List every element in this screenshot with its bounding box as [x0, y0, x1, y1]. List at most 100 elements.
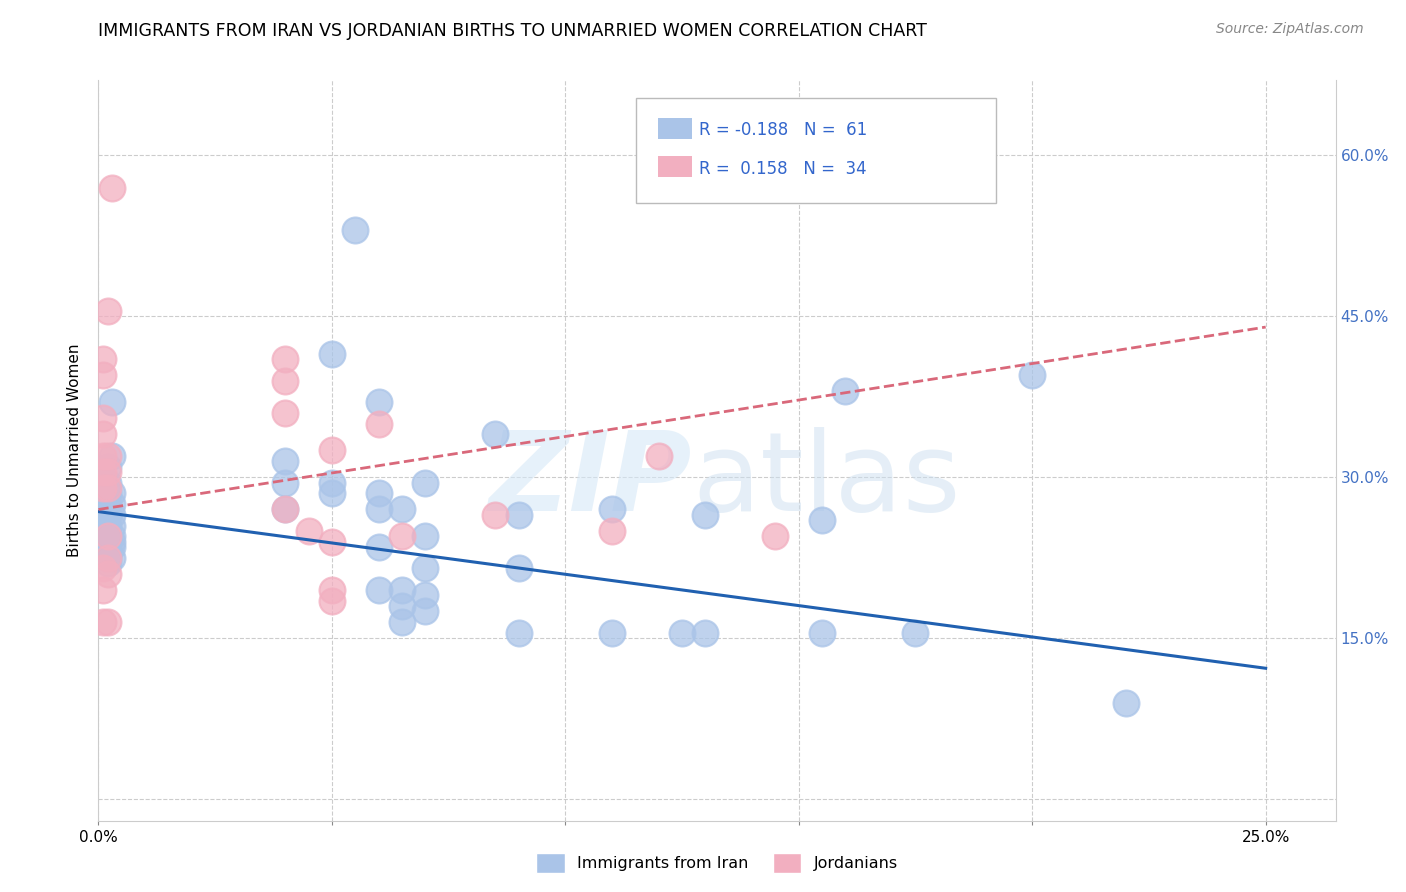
- Point: [391, 502, 413, 516]
- Point: [97, 481, 120, 495]
- Point: [274, 502, 297, 516]
- Point: [391, 582, 413, 597]
- Point: [101, 180, 124, 194]
- Point: [97, 529, 120, 543]
- Point: [413, 588, 436, 602]
- Point: [508, 508, 530, 522]
- Point: [97, 550, 120, 565]
- Text: atlas: atlas: [692, 426, 960, 533]
- Point: [97, 475, 120, 490]
- Point: [101, 508, 124, 522]
- Point: [97, 449, 120, 463]
- Point: [91, 481, 114, 495]
- Point: [367, 486, 389, 500]
- Point: [413, 561, 436, 575]
- Point: [367, 417, 389, 431]
- Point: [600, 502, 623, 516]
- Point: [1115, 696, 1137, 710]
- Point: [91, 513, 114, 527]
- Point: [321, 475, 343, 490]
- Point: [811, 625, 834, 640]
- Point: [321, 443, 343, 458]
- Y-axis label: Births to Unmarried Women: Births to Unmarried Women: [67, 343, 83, 558]
- Text: IMMIGRANTS FROM IRAN VS JORDANIAN BIRTHS TO UNMARRIED WOMEN CORRELATION CHART: IMMIGRANTS FROM IRAN VS JORDANIAN BIRTHS…: [98, 22, 928, 40]
- Point: [321, 582, 343, 597]
- Point: [367, 540, 389, 554]
- Point: [101, 486, 124, 500]
- Point: [97, 545, 120, 559]
- Point: [321, 534, 343, 549]
- Point: [695, 625, 717, 640]
- Point: [274, 502, 297, 516]
- Point: [484, 508, 506, 522]
- Point: [904, 625, 927, 640]
- Point: [97, 497, 120, 511]
- Point: [97, 566, 120, 581]
- Point: [91, 411, 114, 425]
- Text: R = -0.188   N =  61: R = -0.188 N = 61: [699, 121, 868, 139]
- Point: [367, 582, 389, 597]
- Point: [600, 625, 623, 640]
- Point: [91, 529, 114, 543]
- Point: [91, 352, 114, 367]
- Point: [274, 352, 297, 367]
- Point: [101, 449, 124, 463]
- Text: ZIP: ZIP: [489, 426, 692, 533]
- Point: [91, 465, 114, 479]
- Point: [91, 427, 114, 442]
- Text: Source: ZipAtlas.com: Source: ZipAtlas.com: [1216, 22, 1364, 37]
- Point: [97, 518, 120, 533]
- Point: [97, 540, 120, 554]
- Point: [671, 625, 693, 640]
- Point: [321, 593, 343, 607]
- Point: [391, 599, 413, 613]
- Point: [413, 475, 436, 490]
- Point: [97, 465, 120, 479]
- Point: [91, 475, 114, 490]
- Point: [367, 502, 389, 516]
- Point: [413, 529, 436, 543]
- Point: [97, 486, 120, 500]
- Point: [834, 384, 856, 399]
- Point: [484, 427, 506, 442]
- Point: [91, 368, 114, 383]
- Point: [811, 513, 834, 527]
- Point: [97, 550, 120, 565]
- Point: [274, 454, 297, 468]
- Point: [101, 395, 124, 409]
- Point: [91, 582, 114, 597]
- Point: [274, 374, 297, 388]
- Point: [97, 534, 120, 549]
- Point: [1021, 368, 1043, 383]
- Point: [391, 615, 413, 629]
- Point: [97, 304, 120, 318]
- Point: [101, 534, 124, 549]
- Text: R =  0.158   N =  34: R = 0.158 N = 34: [699, 160, 866, 178]
- Point: [508, 625, 530, 640]
- Point: [101, 518, 124, 533]
- Point: [101, 540, 124, 554]
- Point: [91, 561, 114, 575]
- Point: [508, 561, 530, 575]
- Point: [321, 347, 343, 361]
- Point: [97, 556, 120, 570]
- Point: [344, 223, 367, 237]
- Point: [97, 529, 120, 543]
- Point: [321, 486, 343, 500]
- Point: [91, 497, 114, 511]
- Point: [101, 550, 124, 565]
- Point: [101, 529, 124, 543]
- Point: [391, 529, 413, 543]
- Point: [101, 497, 124, 511]
- Point: [600, 524, 623, 538]
- Point: [91, 449, 114, 463]
- Point: [97, 459, 120, 474]
- Point: [297, 524, 319, 538]
- Legend: Immigrants from Iran, Jordanians: Immigrants from Iran, Jordanians: [530, 847, 904, 880]
- Point: [367, 395, 389, 409]
- Point: [91, 615, 114, 629]
- Point: [97, 615, 120, 629]
- Point: [97, 508, 120, 522]
- Point: [765, 529, 787, 543]
- Point: [647, 449, 669, 463]
